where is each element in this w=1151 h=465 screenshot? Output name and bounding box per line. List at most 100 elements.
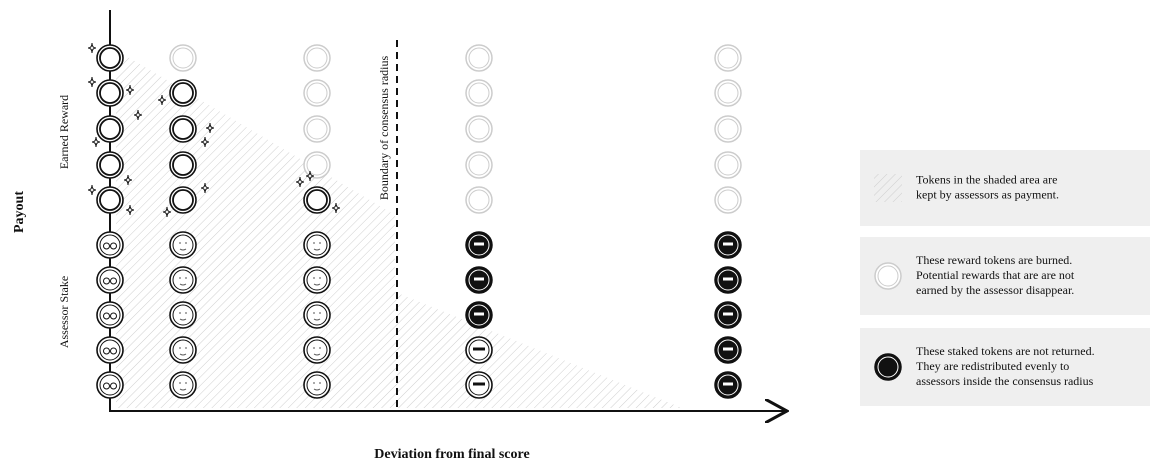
legend-text: These staked tokens are not returned. <box>916 344 1095 358</box>
token-ring <box>170 302 196 328</box>
token <box>466 267 492 293</box>
token-ring <box>304 337 330 363</box>
token-ring <box>170 337 196 363</box>
token <box>466 45 492 71</box>
legend-swatch <box>874 174 902 202</box>
sparkle <box>88 185 96 195</box>
legend-text: Potential rewards that are are not <box>916 268 1075 282</box>
token <box>170 232 196 258</box>
token <box>304 45 330 71</box>
token <box>466 302 492 328</box>
token-ring <box>304 152 330 178</box>
token <box>304 372 330 398</box>
token-ring <box>97 45 123 71</box>
token <box>97 302 123 328</box>
token <box>170 302 196 328</box>
token <box>97 187 123 213</box>
token-ring <box>97 232 123 258</box>
token <box>466 152 492 178</box>
token-ring <box>170 372 196 398</box>
sparkle <box>88 43 96 53</box>
token-ring <box>466 45 492 71</box>
token <box>97 232 123 258</box>
token <box>304 80 330 106</box>
token <box>304 152 330 178</box>
token <box>715 337 741 363</box>
token <box>170 267 196 293</box>
sparkle <box>92 137 100 147</box>
boundary-label: Boundary of consensus radius <box>377 56 391 201</box>
token-ring <box>170 45 196 71</box>
token <box>97 152 123 178</box>
shaded-area <box>116 50 682 408</box>
token <box>715 116 741 142</box>
token-ring <box>97 267 123 293</box>
token <box>715 267 741 293</box>
legend-text: Tokens in the shaded area are <box>916 172 1057 186</box>
token <box>97 337 123 363</box>
token <box>170 337 196 363</box>
token <box>170 116 196 142</box>
token <box>715 232 741 258</box>
token <box>466 187 492 213</box>
token <box>715 152 741 178</box>
token <box>97 80 123 106</box>
token-ring <box>304 372 330 398</box>
token <box>466 372 492 398</box>
token <box>304 232 330 258</box>
token-ring <box>97 302 123 328</box>
token-ring <box>466 80 492 106</box>
token <box>304 116 330 142</box>
group-label: Earned Reward <box>57 95 71 169</box>
token-ring <box>304 302 330 328</box>
legend-text: assessors inside the consensus radius <box>916 374 1094 388</box>
token <box>97 267 123 293</box>
token <box>97 372 123 398</box>
token <box>170 80 196 106</box>
group-label: Assessor Stake <box>57 276 71 348</box>
legend: Tokens in the shaded area arekept by ass… <box>860 150 1150 406</box>
sparkle <box>88 77 96 87</box>
token-ring <box>304 80 330 106</box>
token <box>97 116 123 142</box>
token <box>304 267 330 293</box>
token <box>170 152 196 178</box>
token <box>170 372 196 398</box>
token-ring <box>715 187 741 213</box>
token-ring <box>304 267 330 293</box>
token-ring <box>97 80 123 106</box>
token-ring <box>97 337 123 363</box>
legend-icon <box>875 263 901 289</box>
token-ring <box>97 372 123 398</box>
token-ring <box>466 187 492 213</box>
token-ring <box>170 232 196 258</box>
legend-text: These reward tokens are burned. <box>916 253 1072 267</box>
token <box>170 187 196 213</box>
token-ring <box>715 45 741 71</box>
token <box>304 302 330 328</box>
x-axis-label: Deviation from final score <box>374 447 529 462</box>
legend-icon <box>875 354 901 380</box>
token <box>715 80 741 106</box>
token <box>466 232 492 258</box>
token <box>466 337 492 363</box>
token <box>304 337 330 363</box>
token <box>170 45 196 71</box>
token <box>715 45 741 71</box>
token <box>715 302 741 328</box>
legend-text: earned by the assessor disappear. <box>916 283 1074 297</box>
diagram: Payout Deviation from final score Earned… <box>0 0 1151 465</box>
token-ring <box>466 152 492 178</box>
legend-text: They are redistributed evenly to <box>916 359 1069 373</box>
token <box>466 116 492 142</box>
token-ring <box>170 267 196 293</box>
token <box>715 187 741 213</box>
token-ring <box>715 80 741 106</box>
legend-text: kept by assessors as payment. <box>916 187 1059 201</box>
token-ring <box>715 152 741 178</box>
token-ring <box>304 116 330 142</box>
token-ring <box>466 116 492 142</box>
token <box>304 187 330 213</box>
token <box>97 45 123 71</box>
token <box>466 80 492 106</box>
